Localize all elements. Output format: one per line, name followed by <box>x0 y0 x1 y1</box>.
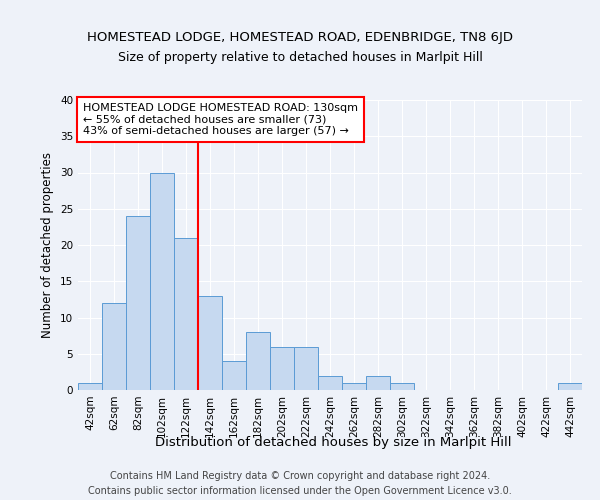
Bar <box>294 346 318 390</box>
Bar <box>174 238 198 390</box>
Bar <box>150 172 174 390</box>
Bar <box>78 383 102 390</box>
Text: HOMESTEAD LODGE, HOMESTEAD ROAD, EDENBRIDGE, TN8 6JD: HOMESTEAD LODGE, HOMESTEAD ROAD, EDENBRI… <box>87 31 513 44</box>
Bar <box>390 383 414 390</box>
Bar <box>270 346 294 390</box>
Bar <box>126 216 150 390</box>
Bar <box>102 303 126 390</box>
Bar <box>318 376 342 390</box>
Text: Contains HM Land Registry data © Crown copyright and database right 2024.: Contains HM Land Registry data © Crown c… <box>110 471 490 481</box>
Text: Distribution of detached houses by size in Marlpit Hill: Distribution of detached houses by size … <box>155 436 511 449</box>
Text: HOMESTEAD LODGE HOMESTEAD ROAD: 130sqm
← 55% of detached houses are smaller (73): HOMESTEAD LODGE HOMESTEAD ROAD: 130sqm ←… <box>83 103 358 136</box>
Bar <box>222 361 246 390</box>
Bar <box>558 383 582 390</box>
Bar <box>342 383 366 390</box>
Bar <box>366 376 390 390</box>
Y-axis label: Number of detached properties: Number of detached properties <box>41 152 55 338</box>
Bar <box>198 296 222 390</box>
Text: Contains public sector information licensed under the Open Government Licence v3: Contains public sector information licen… <box>88 486 512 496</box>
Text: Size of property relative to detached houses in Marlpit Hill: Size of property relative to detached ho… <box>118 51 482 64</box>
Bar <box>246 332 270 390</box>
